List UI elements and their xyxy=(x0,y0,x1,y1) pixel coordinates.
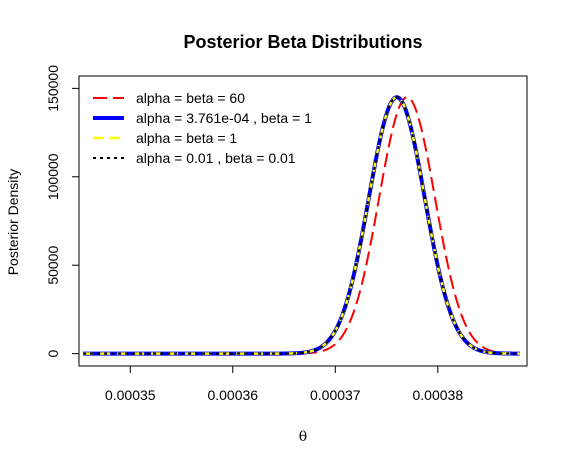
legend-label-2: alpha = beta = 1 xyxy=(136,130,237,146)
legend: alpha = beta = 60 alpha = 3.761e-04 , bet… xyxy=(93,90,312,166)
y-tick-label-1: 50000 xyxy=(45,246,61,285)
y-axis: 0 50000 100000 150000 xyxy=(45,65,80,358)
x-tick-label-2: 0.00037 xyxy=(310,387,361,403)
chart-title: Posterior Beta Distributions xyxy=(183,32,422,52)
x-tick-label-0: 0.00035 xyxy=(105,387,156,403)
legend-label-1: alpha = 3.761e-04 , beta = 1 xyxy=(136,110,312,126)
x-axis-label: θ xyxy=(299,429,307,445)
y-tick-label-0: 0 xyxy=(45,350,61,358)
series-layer xyxy=(82,95,521,356)
x-tick-label-1: 0.00036 xyxy=(207,387,258,403)
y-tick-label-3: 150000 xyxy=(45,65,61,112)
y-axis-label: Posterior Density xyxy=(5,169,21,276)
legend-label-3: alpha = 0.01 , beta = 0.01 xyxy=(136,150,296,166)
legend-label-0: alpha = beta = 60 xyxy=(136,90,245,106)
x-tick-label-3: 0.00038 xyxy=(413,387,464,403)
x-axis: 0.00035 0.00036 0.00037 0.00038 xyxy=(105,365,464,403)
series-line-3 xyxy=(83,96,520,355)
y-tick-label-2: 100000 xyxy=(45,153,61,200)
